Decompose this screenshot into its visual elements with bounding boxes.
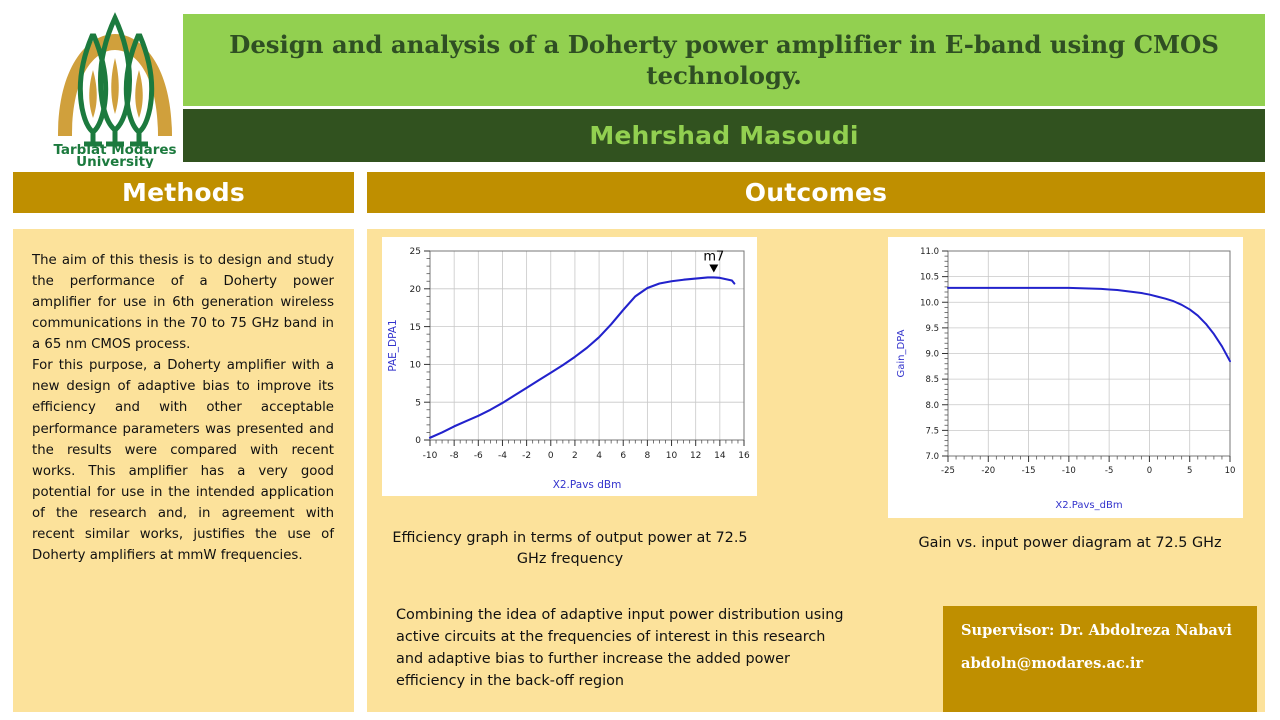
svg-text:-10: -10 (1062, 466, 1076, 476)
svg-text:10: 10 (666, 451, 678, 461)
supervisor-email[interactable]: abdoln@modares.ac.ir (961, 654, 1144, 672)
svg-text:-10: -10 (423, 451, 438, 461)
svg-text:10: 10 (410, 361, 422, 371)
logo-line-1: Tarbiat Modares (53, 142, 176, 158)
caption-efficiency: Efficiency graph in terms of output powe… (392, 530, 748, 567)
author-band: Mehrshad Masoudi (183, 109, 1265, 162)
svg-text:5: 5 (415, 398, 421, 408)
methods-text-block: The aim of this thesis is to design and … (32, 250, 334, 566)
poster-title: Design and analysis of a Doherty power a… (229, 29, 1219, 90)
svg-text:m7: m7 (703, 249, 724, 264)
svg-text:20: 20 (410, 285, 422, 295)
svg-text:10.5: 10.5 (920, 273, 939, 283)
svg-text:-5: -5 (1105, 466, 1113, 476)
outcomes-note-block: Combining the idea of adaptive input pow… (396, 604, 846, 692)
svg-text:8.5: 8.5 (925, 375, 939, 385)
svg-text:-4: -4 (498, 451, 507, 461)
section-header-methods: Methods (13, 172, 354, 213)
svg-text:0: 0 (415, 436, 421, 446)
svg-text:8.0: 8.0 (925, 401, 939, 411)
svg-text:10: 10 (1225, 466, 1236, 476)
chart-efficiency-svg: -10 -8 -6 -4 -2 0 2 4 6 8 10 12 14 16 0 5 10 15 20 25 m7 X2.P… (387, 247, 750, 491)
svg-text:4: 4 (596, 451, 602, 461)
svg-text:11.0: 11.0 (920, 247, 939, 257)
svg-text:Gain_DPA: Gain_DPA (896, 329, 907, 377)
svg-text:-25: -25 (941, 466, 955, 476)
svg-text:2: 2 (572, 451, 578, 461)
svg-text:10.0: 10.0 (920, 298, 939, 308)
university-logo: Tarbiat Modares University (40, 8, 190, 168)
svg-text:7.5: 7.5 (925, 426, 939, 436)
svg-text:X2.Pavs_dBm: X2.Pavs_dBm (1055, 500, 1122, 511)
section-header-outcomes: Outcomes (367, 172, 1265, 213)
svg-text:7.0: 7.0 (925, 452, 939, 462)
svg-text:PAE_DPA1: PAE_DPA1 (387, 319, 399, 371)
svg-text:X2.Pavs dBm: X2.Pavs dBm (553, 479, 622, 491)
svg-text:16: 16 (738, 451, 750, 461)
svg-text:9.5: 9.5 (925, 324, 939, 334)
methods-paragraph-1: The aim of this thesis is to design and … (32, 253, 334, 353)
title-band: Design and analysis of a Doherty power a… (183, 14, 1265, 106)
svg-text:-15: -15 (1022, 466, 1036, 476)
chart-gain-svg: -25 -20 -15 -10 -5 0 5 10 7.0 7.5 8.0 8.5 9.0 9.5 10.0… (896, 247, 1236, 511)
svg-text:12: 12 (690, 451, 701, 461)
svg-text:0: 0 (548, 451, 554, 461)
svg-text:-6: -6 (474, 451, 483, 461)
svg-text:-8: -8 (450, 451, 459, 461)
svg-text:8: 8 (645, 451, 651, 461)
author-name: Mehrshad Masoudi (589, 121, 859, 150)
methods-panel (13, 229, 354, 712)
logo-line-2: University (76, 154, 154, 168)
chart-gain: -25 -20 -15 -10 -5 0 5 10 7.0 7.5 8.0 8.5 9.0 9.5 10.0… (888, 237, 1243, 518)
methods-label: Methods (122, 178, 245, 207)
svg-text:-2: -2 (522, 451, 531, 461)
svg-text:0: 0 (1147, 466, 1152, 476)
outcomes-label: Outcomes (744, 178, 888, 207)
svg-text:25: 25 (410, 247, 421, 257)
caption-gain: Gain vs. input power diagram at 72.5 GHz (918, 535, 1222, 551)
svg-text:14: 14 (714, 451, 726, 461)
svg-text:5: 5 (1187, 466, 1192, 476)
svg-text:6: 6 (620, 451, 626, 461)
methods-paragraph-2: For this purpose, a Doherty amplifier wi… (32, 358, 334, 563)
svg-text:9.0: 9.0 (925, 350, 939, 360)
outcomes-note-text: Combining the idea of adaptive input pow… (396, 607, 844, 690)
svg-text:15: 15 (410, 323, 421, 333)
supervisor-name: Supervisor: Dr. Abdolreza Nabavi (961, 622, 1232, 639)
svg-text:-20: -20 (981, 466, 995, 476)
supervisor-box: Supervisor: Dr. Abdolreza Nabavi abdoln@… (943, 606, 1257, 712)
chart-efficiency: -10 -8 -6 -4 -2 0 2 4 6 8 10 12 14 16 0 5 10 15 20 25 m7 X2.P… (382, 237, 757, 496)
